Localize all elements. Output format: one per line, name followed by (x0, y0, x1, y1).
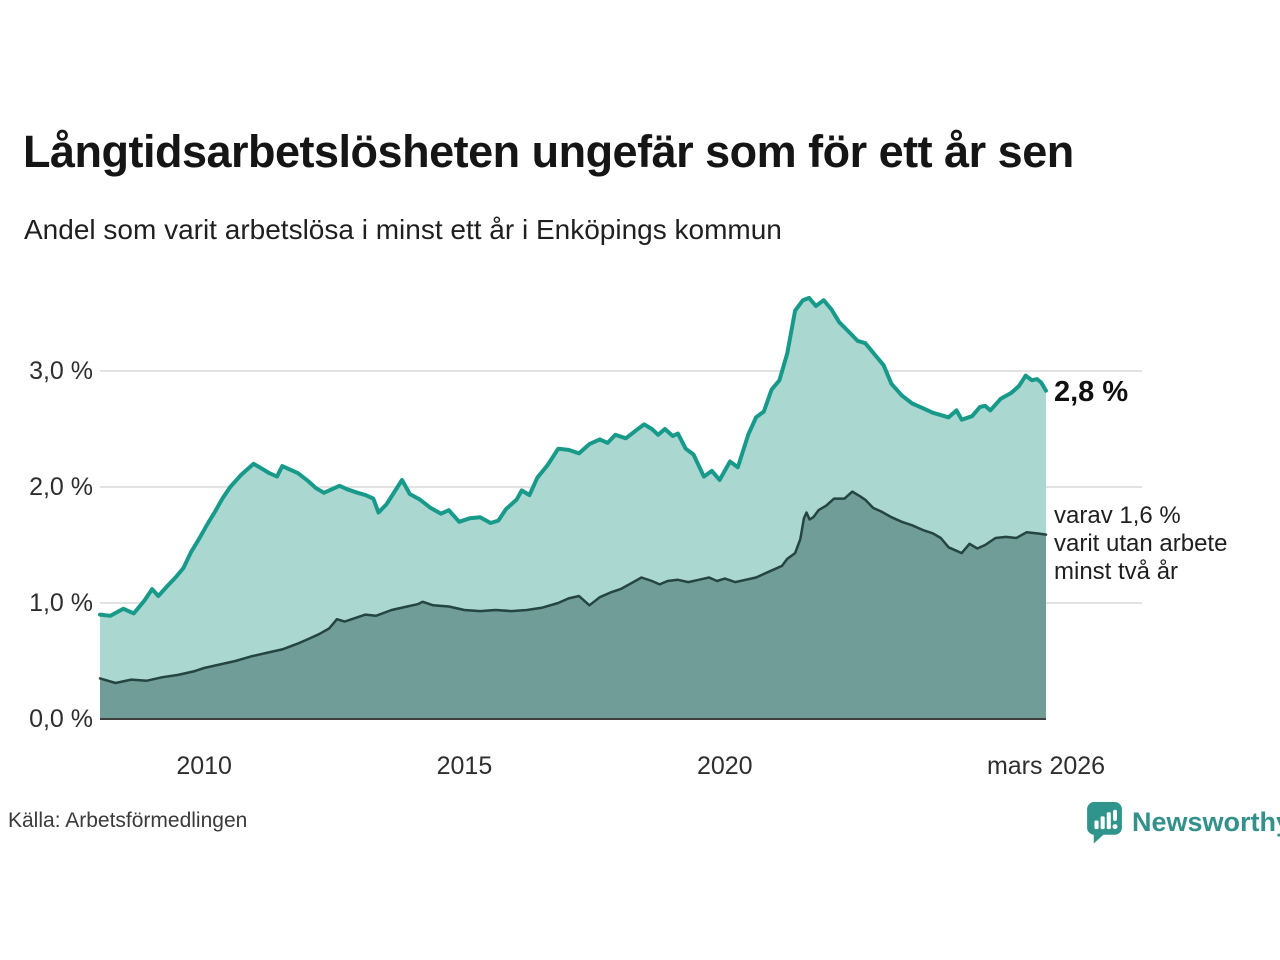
source-label: Källa: Arbetsförmedlingen (8, 809, 248, 832)
chart-subtitle: Andel som varit arbetslösa i minst ett å… (24, 214, 782, 245)
two-year-annotation-label: varav 1,6 % varit utan arbete minst två … (1054, 502, 1228, 585)
two-year-area (100, 491, 1046, 719)
x-tick-label: 2020 (696, 752, 753, 780)
chart-title: Långtidsarbetslösheten ungefär som för e… (23, 126, 1074, 177)
y-tick-label: 2,0 % (29, 473, 93, 501)
two-year-line (98, 490, 1048, 685)
x-tick-label: 2010 (176, 752, 232, 780)
y-tick-label: 3,0 % (29, 357, 93, 385)
x-tick-label: mars 2026 (986, 752, 1106, 780)
x-tick-label: 2015 (436, 752, 493, 780)
newsworthy-chart-bubble-icon (1087, 802, 1122, 844)
newsworthy-wordmark: Newsworthy (1132, 807, 1280, 837)
newsworthy-logo: Newsworthy (1086, 801, 1280, 844)
latest-total-value-label: 2,8 % (1054, 376, 1129, 408)
y-tick-label: 1,0 % (29, 589, 93, 617)
total-line (98, 295, 1048, 618)
y-tick-label: 0,0 % (29, 705, 93, 733)
